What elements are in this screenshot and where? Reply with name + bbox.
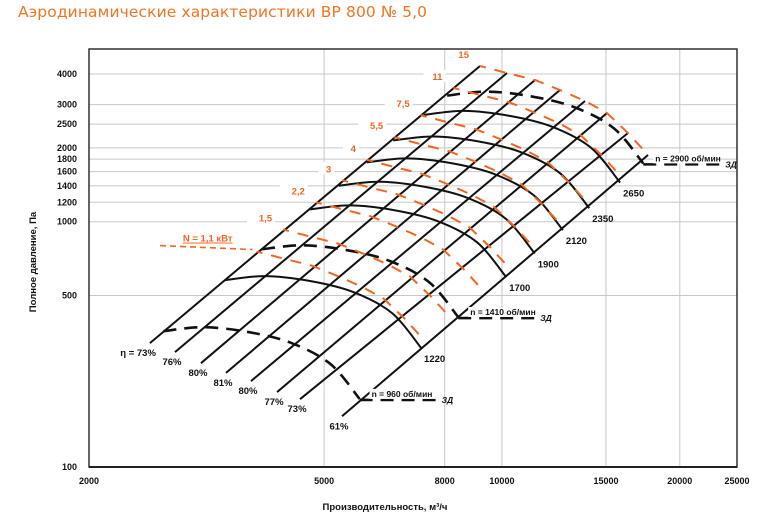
y-tick-label: 1400 xyxy=(57,181,77,191)
efficiency-label: 73% xyxy=(288,404,308,415)
tick-labels: 2000 5000 8000 10000 15000 20000 25000 100 500 10… xyxy=(57,69,750,486)
label-background xyxy=(279,184,308,197)
power-curve xyxy=(393,136,563,227)
motor-tag-label: ЗД xyxy=(442,395,454,405)
label-background xyxy=(369,388,436,399)
power-label: 7,5 xyxy=(396,99,410,110)
x-tick-label: 15000 xyxy=(593,476,618,486)
chart-title: Аэродинамические характеристики ВР 800 №… xyxy=(18,3,428,21)
y-tick-label: 1800 xyxy=(57,154,77,164)
speed-curve xyxy=(338,180,536,255)
power-curves xyxy=(159,65,649,342)
power-label: 2,2 xyxy=(292,186,305,197)
x-axis-label: Производительность, м³/ч xyxy=(323,502,448,513)
power-curve xyxy=(366,158,536,250)
efficiency-line xyxy=(250,100,586,382)
motor-speed-curve xyxy=(261,243,460,318)
speed-curve xyxy=(224,275,422,349)
label-background xyxy=(358,119,387,132)
efficiency-label: 61% xyxy=(329,421,349,432)
curve-labels: η = 73% 76% 80% 81% 80% 77%73% 61% 1220 1700 1900… xyxy=(120,47,737,432)
motor-speed-label: n = 1410 об/мин xyxy=(470,307,536,317)
y-tick-label: 1200 xyxy=(57,197,77,207)
motor-speed-curve xyxy=(163,325,361,400)
grid xyxy=(89,49,737,467)
speed-curve xyxy=(310,204,507,278)
motor-speed-label: n = 960 об/мин xyxy=(372,389,433,399)
efficiency-label: 80% xyxy=(188,368,208,379)
efficiency-line xyxy=(276,112,608,393)
label-background xyxy=(653,153,720,164)
label-background xyxy=(468,307,535,318)
y-tick-label: 1600 xyxy=(57,167,77,177)
power-label-leader xyxy=(159,244,253,251)
power-curve xyxy=(342,179,512,270)
speed-curve xyxy=(423,109,621,184)
power-curve xyxy=(282,228,452,320)
power-curve xyxy=(479,65,649,156)
plot-frame xyxy=(88,48,738,468)
power-label: 15 xyxy=(458,50,469,61)
power-curve xyxy=(315,201,485,292)
label-background xyxy=(342,141,359,154)
power-label: 11 xyxy=(432,72,443,83)
speed-label: 1900 xyxy=(538,259,559,270)
motor-tag-label: ЗД xyxy=(540,313,552,323)
y-axis-label: Полное давление, Па xyxy=(28,211,39,312)
speed-label: 2350 xyxy=(592,214,613,225)
x-tick-label: 8000 xyxy=(435,476,455,486)
efficiency-label: 80% xyxy=(238,386,258,397)
x-tick-label: 20000 xyxy=(667,476,692,486)
x-tick-label: 25000 xyxy=(725,476,750,486)
speed-label: 1700 xyxy=(509,283,530,294)
power-curve xyxy=(256,250,426,342)
efficiency-label: 77% xyxy=(265,397,285,408)
y-tick-label: 3000 xyxy=(57,100,77,110)
label-background xyxy=(423,70,446,83)
motor-speed-label: n = 2900 об/мин xyxy=(655,153,721,163)
efficiency-line xyxy=(200,79,536,364)
power-label: N = 1,1 кВт xyxy=(183,234,233,245)
efficiency-line xyxy=(149,65,481,344)
y-tick-label: 500 xyxy=(62,291,77,301)
y-tick-label: 1000 xyxy=(57,217,77,227)
speed-label: 2650 xyxy=(623,189,644,200)
power-label: 3 xyxy=(326,164,331,175)
power-label: 4 xyxy=(351,144,357,155)
label-background xyxy=(384,97,413,110)
efficiency-line xyxy=(299,132,629,400)
power-curve xyxy=(453,87,623,178)
y-tick-label: 2500 xyxy=(57,119,77,129)
efficiency-lines xyxy=(149,65,649,418)
y-tick-label: 4000 xyxy=(57,69,77,79)
x-tick-label: 10000 xyxy=(489,476,514,486)
efficiency-line xyxy=(341,154,649,418)
label-background xyxy=(449,47,472,60)
efficiency-line xyxy=(225,89,561,374)
motor-tag-label: ЗД xyxy=(725,159,737,169)
motor-speed-curve xyxy=(447,90,645,165)
power-label: 5,5 xyxy=(370,121,384,132)
power-label: 1,5 xyxy=(259,214,273,225)
efficiency-label: η = 73% xyxy=(120,348,156,359)
label-background xyxy=(247,211,276,224)
efficiency-label: 76% xyxy=(162,357,182,368)
efficiency-label: 81% xyxy=(213,378,233,389)
y-tick-label: 2000 xyxy=(57,143,77,153)
efficiency-line xyxy=(174,72,508,353)
y-tick-label: 100 xyxy=(62,462,77,472)
x-tick-label: 5000 xyxy=(314,476,334,486)
label-background xyxy=(318,162,335,175)
x-tick-label: 2000 xyxy=(79,476,99,486)
speed-label: 2120 xyxy=(566,236,587,247)
label-background xyxy=(182,232,235,244)
speed-label: 1220 xyxy=(424,354,445,365)
power-curve xyxy=(420,114,590,205)
